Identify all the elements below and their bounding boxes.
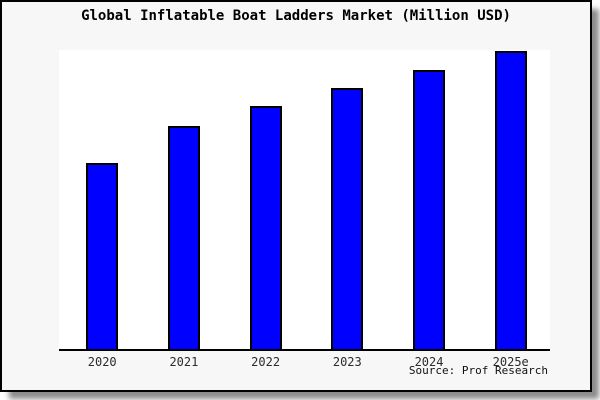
plot-area: [59, 50, 550, 351]
chart-frame: Global Inflatable Boat Ladders Market (M…: [0, 0, 592, 392]
bar-2024: [413, 69, 446, 351]
chart-title: Global Inflatable Boat Ladders Market (M…: [81, 8, 511, 24]
x-tick-label-2020: 2020: [87, 355, 117, 369]
bar-2022: [249, 106, 282, 351]
bar-2021: [167, 125, 200, 351]
x-axis-line: [59, 349, 550, 351]
bar-2023: [331, 87, 364, 351]
x-tick-label-2023: 2023: [332, 355, 362, 369]
bar-2020: [86, 162, 119, 351]
source-credit: Source: Prof Research: [408, 364, 548, 377]
x-tick-label-2022: 2022: [251, 355, 281, 369]
x-tick-label-2021: 2021: [169, 355, 199, 369]
bar-2025e: [494, 50, 527, 351]
